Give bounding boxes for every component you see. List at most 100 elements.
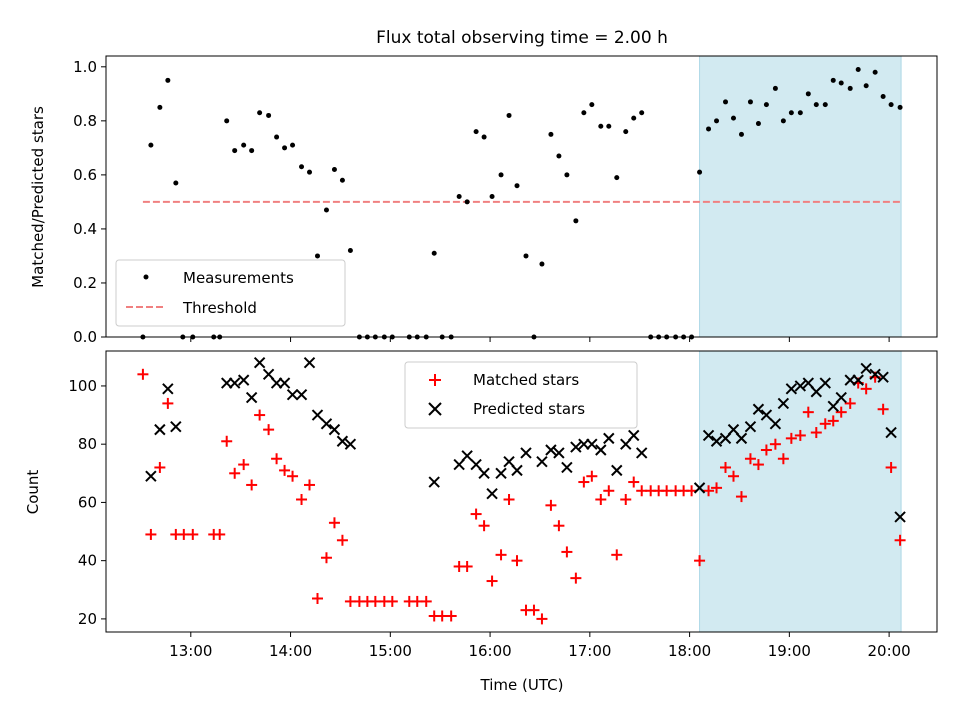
measurement-point xyxy=(813,102,819,108)
matched-star-point xyxy=(694,555,706,567)
matched-star-point xyxy=(885,461,897,473)
predicted-star-point xyxy=(769,418,782,430)
top-legend: Measurements Threshold xyxy=(115,259,346,327)
predicted-star-d2 xyxy=(802,377,815,389)
predicted-star-d2 xyxy=(154,423,166,436)
matched-star-point xyxy=(461,560,473,572)
measurement-point xyxy=(282,145,288,151)
predicted-star-d2 xyxy=(344,438,357,450)
predicted-star-d2 xyxy=(819,377,831,389)
predicted-star-point xyxy=(253,356,266,369)
bottom-panel: 20 40 60 80 100 13:00 14:00 15:00 16:00 17:00 18:… xyxy=(24,350,938,694)
measurement-point xyxy=(314,253,320,259)
predicted-star-point xyxy=(470,458,482,471)
predicted-star-d2 xyxy=(320,418,333,430)
predicted-star-point xyxy=(586,438,598,450)
predicted-star-point xyxy=(810,386,822,398)
y-tick-label: 80 xyxy=(78,435,97,453)
predicted-star-point xyxy=(636,447,648,459)
matched-star-point xyxy=(271,453,283,465)
predicted-star-point xyxy=(453,458,465,471)
predicted-star-d2 xyxy=(470,458,482,471)
predicted-star-point xyxy=(320,418,333,430)
matched-star-point xyxy=(586,470,598,482)
matched-star-point xyxy=(570,572,582,584)
predicted-star-point xyxy=(760,409,773,421)
matched-stars-points xyxy=(137,368,906,625)
legend-predicted-marker xyxy=(428,402,442,416)
predicted-star-d2 xyxy=(253,356,266,369)
measurement-point xyxy=(564,172,570,178)
predicted-star-point xyxy=(835,391,847,404)
predicted-star-d2 xyxy=(303,356,316,369)
x-tick-label: 13:00 xyxy=(169,642,212,660)
predicted-star-d2 xyxy=(827,400,839,413)
predicted-star-point xyxy=(603,432,615,445)
predicted-star-d2 xyxy=(586,438,598,450)
predicted-star-d2 xyxy=(760,409,773,421)
predicted-star-d2 xyxy=(311,409,324,421)
matched-star-point xyxy=(420,595,432,607)
predicted-star-d2 xyxy=(752,403,765,415)
predicted-star-d2 xyxy=(561,461,573,474)
predicted-star-d2 xyxy=(885,426,897,439)
matched-star-point xyxy=(711,482,723,494)
matched-star-point xyxy=(578,476,590,488)
matched-star-point xyxy=(287,470,299,482)
predicted-star-d2 xyxy=(636,447,648,459)
predicted-star-d2 xyxy=(710,435,723,447)
matched-star-point xyxy=(137,368,149,380)
legend-threshold-label: Threshold xyxy=(182,299,257,317)
predicted-star-d2 xyxy=(228,377,241,389)
predicted-star-point xyxy=(262,368,275,381)
measurement-point xyxy=(755,121,761,127)
x-tick-label: 15:00 xyxy=(369,642,412,660)
measurement-point xyxy=(339,177,345,183)
matched-star-point xyxy=(769,438,781,450)
measurement-point xyxy=(481,134,487,140)
predicted-star-point xyxy=(802,377,815,389)
predicted-star-d2 xyxy=(162,383,174,395)
predicted-star-point xyxy=(885,426,897,439)
y-tick-label: 20 xyxy=(78,610,97,628)
predicted-star-point xyxy=(628,429,640,442)
x-tick-label: 19:00 xyxy=(768,642,811,660)
y-tick-label: 60 xyxy=(78,493,97,511)
matched-star-point xyxy=(860,383,872,395)
matched-star-point xyxy=(760,444,772,456)
predicted-star-point xyxy=(794,380,807,392)
measurement-point xyxy=(290,142,296,148)
matched-star-point xyxy=(162,397,174,409)
measurement-point xyxy=(539,261,545,267)
predicted-star-point xyxy=(785,383,798,395)
predicted-star-d2 xyxy=(693,482,706,494)
measurement-point xyxy=(830,77,836,83)
measurement-point xyxy=(498,172,504,178)
predicted-star-point xyxy=(154,423,166,436)
measurement-point xyxy=(506,112,512,118)
predicted-star-point xyxy=(245,391,258,404)
measurement-point xyxy=(148,142,154,148)
predicted-star-point xyxy=(744,421,757,433)
predicted-star-d2 xyxy=(503,455,515,468)
x-axis-label: Time (UTC) xyxy=(480,676,564,694)
predicted-star-point xyxy=(478,467,490,480)
measurement-point xyxy=(880,94,886,100)
predicted-star-point xyxy=(710,435,723,447)
predicted-star-d2 xyxy=(735,432,748,445)
predicted-star-point xyxy=(145,470,157,482)
matched-star-point xyxy=(328,517,340,529)
predicted-star-point xyxy=(727,423,740,436)
predicted-star-point xyxy=(286,388,299,401)
matched-star-point xyxy=(470,508,482,520)
predicted-star-d2 xyxy=(702,429,715,442)
y-tick-label: 0.0 xyxy=(73,328,97,346)
measurement-point xyxy=(514,183,520,189)
matched-star-point xyxy=(221,435,233,447)
matched-star-point xyxy=(511,555,523,567)
predicted-star-point xyxy=(428,476,440,488)
predicted-star-d2 xyxy=(785,383,798,395)
measurement-point xyxy=(738,131,744,137)
matched-star-point xyxy=(611,549,623,561)
predicted-star-point xyxy=(536,455,548,468)
